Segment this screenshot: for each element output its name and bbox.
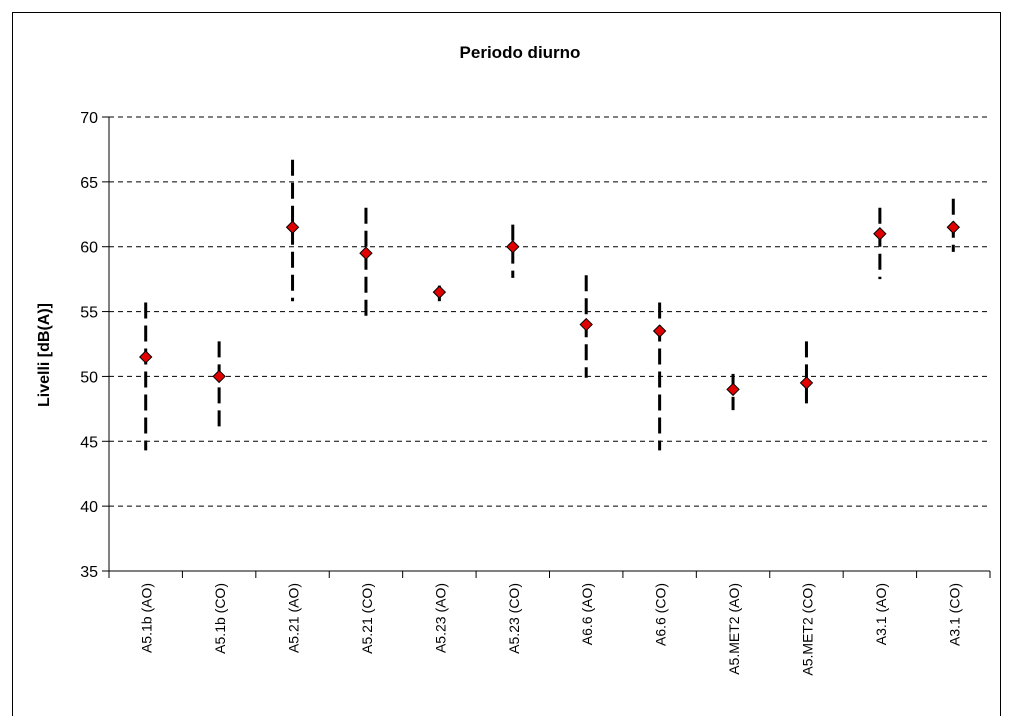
x-tick-labels: A5.1b (AO) A5.1b (CO) A5.21 (AO) A5.21 (CO)… [139,583,963,676]
axis-layer [102,116,991,578]
y-tick-label-55: 55 [80,305,98,322]
y-tick-label-50: 50 [80,369,98,386]
y-tick-label-60: 60 [80,240,98,257]
data-point-2 [285,220,300,234]
data-point-4 [432,285,447,299]
y-axis-label: Livelli [dB(A)] [36,303,53,407]
y-tick-label-35: 35 [80,564,98,581]
x-tick-label-10: A3.1 (AO) [873,583,889,645]
x-tick-label-1: A5.1b (CO) [212,583,228,654]
data-point-0 [139,350,153,364]
data-point-3 [359,246,373,260]
x-tick-label-6: A6.6 (AO) [579,583,595,645]
x-tick-label-11: A3.1 (CO) [946,583,962,646]
x-tick-label-0: A5.1b (AO) [139,583,155,653]
y-tick-label-70: 70 [80,110,98,127]
x-tick-label-9: A5.MET2 (CO) [799,583,815,676]
data-point-10 [873,227,887,241]
y-tick-label-40: 40 [80,499,98,516]
y-tick-label-45: 45 [80,434,98,451]
x-tick-label-8: A5.MET2 (AO) [726,583,742,675]
y-tick-labels: 35 40 45 50 55 60 65 70 [80,110,98,581]
chart-frame: Periodo diurno Livelli [dB(A)] 35 40 45 50 5… [12,12,1001,716]
data-point-8 [726,382,740,397]
error-bars [144,159,955,451]
chart-svg: Periodo diurno Livelli [dB(A)] 35 40 45 50 5… [36,43,991,676]
data-point-1 [212,369,226,384]
x-tick-label-4: A5.23 (AO) [432,583,448,653]
chart-title: Periodo diurno [460,43,581,62]
data-point-11 [946,220,960,234]
data-markers [139,220,960,397]
data-point-5 [506,240,520,254]
x-tick-label-2: A5.21 (AO) [286,583,302,653]
data-point-9 [799,376,814,390]
grid-layer [109,116,990,507]
data-point-6 [579,317,593,332]
x-tick-label-5: A5.23 (CO) [506,583,522,654]
x-tick-label-7: A6.6 (CO) [653,583,669,646]
y-tick-label-65: 65 [80,175,98,192]
data-point-7 [652,324,667,338]
x-tick-label-3: A5.21 (CO) [359,583,375,654]
